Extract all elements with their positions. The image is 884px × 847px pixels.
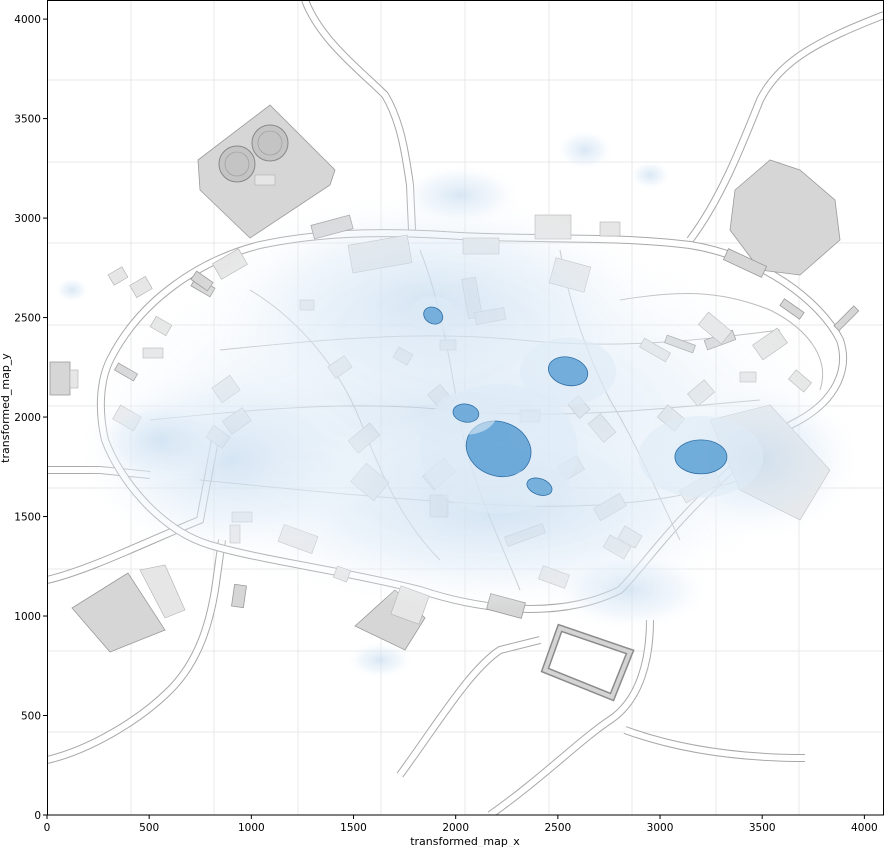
y-tick-label: 500 bbox=[21, 711, 41, 723]
y-axis-label: transformed_map_y bbox=[0, 353, 12, 463]
density-peak bbox=[548, 356, 589, 387]
y-tick-label: 4000 bbox=[14, 14, 41, 26]
y-tick-label: 1000 bbox=[14, 611, 41, 623]
density-peak bbox=[526, 477, 553, 496]
x-axis-label: transformed_map_x bbox=[410, 835, 520, 847]
x-tick-label: 3500 bbox=[749, 822, 776, 834]
x-tick-label: 500 bbox=[139, 822, 159, 834]
northeast-lot bbox=[729, 159, 841, 276]
density-peak bbox=[465, 420, 532, 478]
y-tick-label: 1500 bbox=[14, 512, 41, 524]
x-tick-label: 3000 bbox=[647, 822, 674, 834]
y-tick-label: 2500 bbox=[14, 313, 41, 325]
density-peak bbox=[674, 439, 728, 475]
x-tick-label: 1500 bbox=[340, 822, 367, 834]
y-axis: 0 500 1000 1500 2000 2500 3000 3500 4000 bbox=[14, 14, 47, 822]
x-tick-label: 0 bbox=[44, 822, 51, 834]
y-tick-label: 0 bbox=[34, 810, 41, 822]
x-tick-label: 1000 bbox=[238, 822, 265, 834]
y-tick-label: 2000 bbox=[14, 412, 41, 424]
southwest-building bbox=[71, 572, 166, 653]
west-building bbox=[49, 361, 71, 396]
y-tick-label: 3500 bbox=[14, 114, 41, 126]
x-tick-label: 2500 bbox=[544, 822, 571, 834]
y-tick-label: 3000 bbox=[14, 213, 41, 225]
density-peak bbox=[452, 403, 480, 423]
density-cores bbox=[409, 296, 764, 514]
x-tick-label: 4000 bbox=[851, 822, 878, 834]
x-axis: 0 500 1000 1500 2000 2500 3000 3500 4000 bbox=[44, 815, 878, 834]
courtyard-building bbox=[540, 623, 635, 702]
density-overlay bbox=[56, 130, 860, 678]
treatment-plant bbox=[197, 104, 336, 239]
x-tick-label: 2000 bbox=[442, 822, 469, 834]
density-peak bbox=[423, 306, 444, 325]
